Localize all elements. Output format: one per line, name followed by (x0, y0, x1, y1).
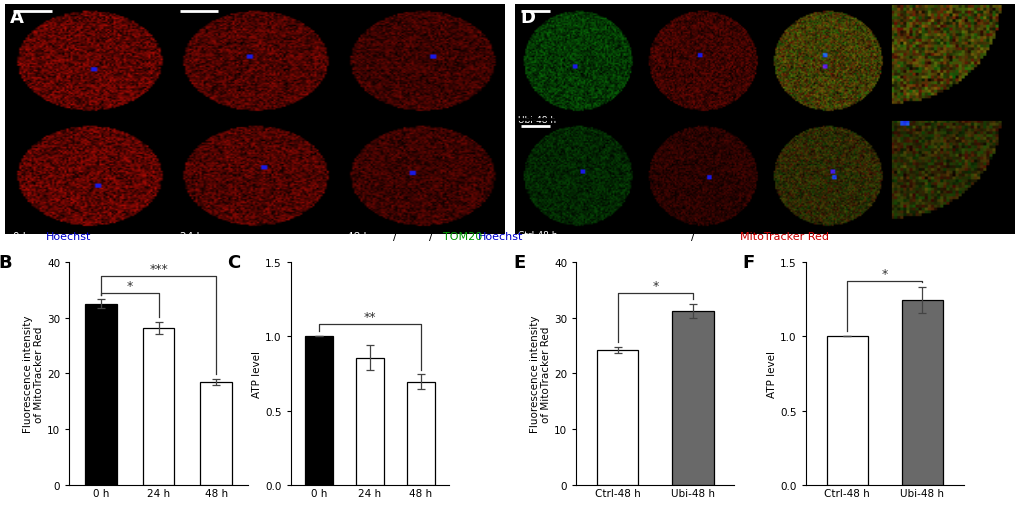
Bar (672, 312, 713, 485)
Text: /: / (428, 231, 432, 241)
Text: 24 h: 24 h (180, 231, 203, 241)
Bar (901, 300, 943, 485)
Text: 0 h: 0 h (13, 231, 30, 241)
Y-axis label: Fluorescence intensity
of MitoTracker Red: Fluorescence intensity of MitoTracker Re… (22, 315, 45, 432)
Bar (305, 337, 332, 485)
Text: Hoechst: Hoechst (478, 231, 523, 241)
Y-axis label: ATP level: ATP level (766, 350, 776, 397)
Y-axis label: ATP level: ATP level (252, 350, 262, 397)
Bar (825, 337, 867, 485)
Text: F: F (742, 254, 754, 272)
Bar (407, 382, 434, 485)
Text: TOM20: TOM20 (442, 231, 481, 241)
Text: *: * (126, 279, 132, 292)
Text: B: B (0, 254, 11, 272)
Text: /: / (392, 231, 396, 241)
Bar (86, 304, 117, 485)
Text: ***: *** (149, 263, 168, 275)
Bar (356, 358, 383, 485)
Text: D: D (520, 9, 535, 26)
Text: Hoechst: Hoechst (46, 231, 91, 241)
Bar (596, 350, 638, 485)
Bar (143, 328, 174, 485)
Text: Ubi-48 h: Ubi-48 h (517, 115, 555, 124)
Text: MitoTracker Red: MitoTracker Red (740, 231, 828, 241)
Text: Ctrl-48 h: Ctrl-48 h (517, 230, 556, 239)
Bar (200, 382, 231, 485)
Text: **: ** (363, 311, 376, 324)
Text: E: E (513, 254, 525, 272)
Text: C: C (227, 254, 240, 272)
Text: A: A (10, 9, 24, 26)
Text: *: * (651, 279, 658, 292)
Text: /: / (690, 231, 694, 241)
Text: 48 h: 48 h (346, 231, 370, 241)
Text: *: * (880, 268, 888, 281)
Y-axis label: Fluorescence intensity
of MitoTracker Red: Fluorescence intensity of MitoTracker Re… (529, 315, 551, 432)
